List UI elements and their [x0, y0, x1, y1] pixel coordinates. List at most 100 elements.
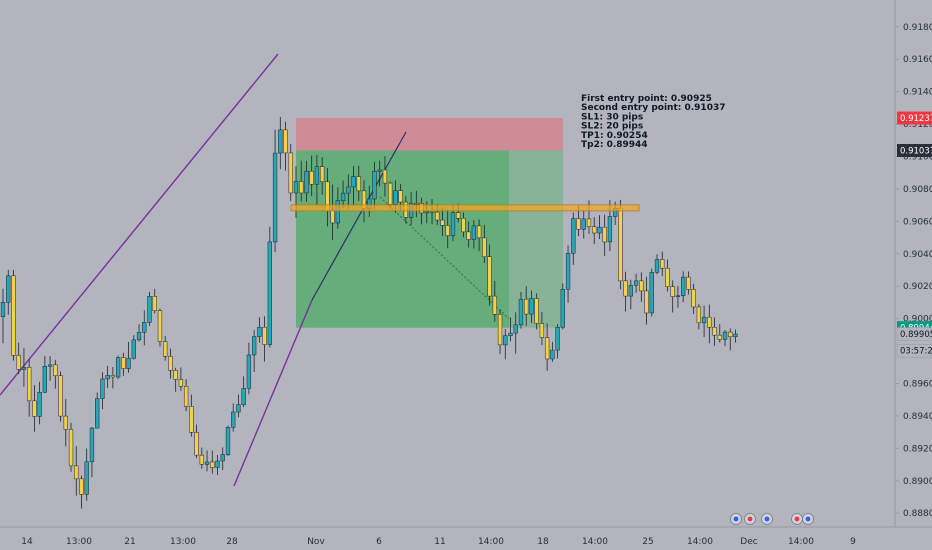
candle-body: [482, 237, 487, 257]
price-tag-label: 0.91237: [900, 114, 932, 124]
time-tick-label: 14:00: [788, 537, 814, 547]
candle-body: [32, 400, 37, 417]
candle-body: [100, 378, 105, 399]
candle-body: [63, 415, 68, 430]
annotation-line: Second entry point: 0.91037: [581, 103, 725, 113]
candle-body: [183, 386, 189, 407]
candle-body: [340, 192, 346, 201]
candle-body: [550, 349, 555, 360]
event-country-icon: [733, 516, 739, 522]
candle-body: [456, 212, 461, 219]
time-tick-label: 9: [850, 537, 856, 547]
candle-body: [215, 460, 220, 468]
time-axis[interactable]: 14 13:00 21 13:00 28 Nov 6 11 14:00 18 14:00 25 14:0…: [21, 537, 856, 547]
annotation-line: TP1: 0.90254: [581, 131, 648, 141]
candle-body: [173, 370, 178, 380]
candle-body: [649, 272, 654, 314]
trend-line-upper: [0, 53, 279, 396]
time-tick-label: 18: [537, 537, 549, 547]
candle-body: [440, 219, 445, 226]
time-tick-label: 14:00: [687, 537, 713, 547]
candle-body: [84, 461, 89, 495]
candle-body: [356, 176, 361, 192]
candle-body: [335, 200, 340, 224]
candle-body: [398, 190, 403, 203]
candle-body: [722, 331, 728, 340]
candle-body: [696, 306, 702, 324]
candle-body: [503, 335, 508, 346]
candle-body: [539, 323, 545, 338]
candle-body: [37, 392, 42, 417]
candle-body: [508, 332, 513, 336]
candle-body: [147, 296, 152, 323]
time-tick-label: 6: [376, 537, 382, 547]
candle-body: [393, 190, 398, 205]
time-tick-label: Dec: [740, 537, 757, 547]
annotation-line: SL1: 30 pips: [581, 112, 643, 122]
candle-body: [586, 218, 592, 227]
candle-body: [199, 454, 204, 465]
stop-loss-zone: [296, 118, 563, 151]
time-tick-label: 28: [226, 537, 238, 547]
candle-body: [675, 295, 681, 298]
candle-body: [74, 465, 79, 480]
candle-body: [686, 276, 691, 290]
resistance-zone: [290, 204, 640, 212]
price-tag: [896, 343, 932, 358]
candle-body: [278, 129, 283, 154]
projection-line: [379, 196, 510, 319]
candle-body: [53, 364, 58, 376]
candle-body: [231, 411, 236, 428]
candle-body: [110, 375, 116, 378]
candle-body: [534, 298, 539, 324]
candle-body: [424, 211, 429, 214]
event-country-icon: [805, 516, 811, 522]
candle-body: [372, 170, 377, 200]
price-tag: [897, 143, 932, 157]
candle-body: [450, 212, 456, 237]
candle-body: [189, 406, 194, 433]
candle-body: [246, 354, 252, 389]
candle-body: [565, 253, 571, 290]
candle-body: [126, 357, 131, 369]
resistance-band: [290, 204, 640, 212]
candle-body: [136, 332, 142, 341]
candle-body: [466, 231, 471, 240]
candle-body: [21, 367, 27, 370]
candle-body: [241, 388, 246, 405]
candle-body: [476, 225, 482, 239]
candle-body: [633, 280, 639, 286]
candle-body: [660, 259, 665, 269]
candle-body: [639, 280, 644, 292]
candle-body: [236, 404, 241, 413]
candle-body: [691, 289, 696, 308]
candle-body: [707, 316, 712, 328]
candle-body: [11, 275, 16, 356]
candle-body: [304, 170, 309, 194]
time-tick-label: 25: [642, 537, 653, 547]
candle-body: [0, 302, 6, 317]
candle-body: [204, 461, 210, 465]
price-tag-label: 0.89905: [900, 330, 932, 340]
candle-body: [79, 478, 84, 495]
candle-body: [121, 357, 126, 369]
economic-events[interactable]: [730, 513, 814, 525]
candle-body: [382, 169, 388, 184]
time-tick-label: 14:00: [582, 537, 608, 547]
candle-body: [288, 152, 293, 194]
annotation-line: First entry point: 0.90925: [581, 94, 712, 104]
annotation-line: Tp2: 0.89944: [581, 140, 648, 150]
candle-body: [351, 176, 356, 188]
event-country-icon: [794, 516, 800, 522]
candle-body: [16, 355, 21, 370]
candle-body: [272, 152, 278, 243]
candle-body: [220, 454, 225, 462]
time-tick-label: 14:00: [478, 537, 504, 547]
candle-body: [58, 375, 63, 417]
